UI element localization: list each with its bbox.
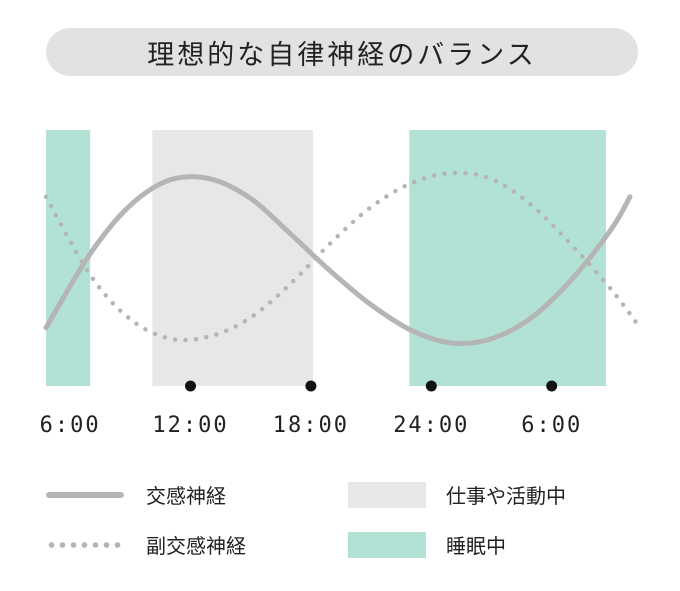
parasympathetic-line bbox=[43, 170, 643, 343]
legend-item-work: 仕事や活動中 bbox=[348, 480, 566, 509]
legend-label-sympathetic: 交感神経 bbox=[146, 484, 226, 508]
legend-label-sleep: 睡眠中 bbox=[446, 534, 506, 558]
legend-swatch-dotted-line bbox=[46, 541, 124, 548]
chart-title: 理想的な自律神経のバランス bbox=[147, 39, 537, 71]
legend-item-sleep: 睡眠中 bbox=[348, 530, 506, 559]
legend-swatch-solid-line bbox=[46, 491, 124, 498]
x-tick-label-3: 24:00 bbox=[393, 413, 469, 438]
legend-label-parasympathetic: 副交感神経 bbox=[146, 534, 246, 558]
tick-marker-4 bbox=[546, 380, 558, 392]
x-tick-label-4: 6:00 bbox=[521, 413, 582, 438]
tick-marker-1 bbox=[185, 380, 197, 392]
legend-item-parasympathetic: 副交感神経 bbox=[46, 530, 246, 559]
x-tick-label-1: 12:00 bbox=[152, 413, 228, 438]
chart-title-pill: 理想的な自律神経のバランス bbox=[46, 28, 638, 76]
work-band-1 bbox=[152, 130, 313, 386]
legend-swatch-work bbox=[348, 481, 426, 508]
sympathetic-line bbox=[43, 174, 633, 347]
sleep-band-0 bbox=[46, 130, 91, 386]
legend-swatch-sleep bbox=[348, 531, 426, 558]
x-tick-label-2: 18:00 bbox=[273, 413, 349, 438]
tick-marker-2 bbox=[305, 380, 317, 392]
legend-label-work: 仕事や活動中 bbox=[446, 484, 566, 508]
tick-marker-3 bbox=[425, 380, 437, 392]
x-tick-label-0: 6:00 bbox=[40, 413, 101, 438]
legend-item-sympathetic: 交感神経 bbox=[46, 480, 226, 509]
